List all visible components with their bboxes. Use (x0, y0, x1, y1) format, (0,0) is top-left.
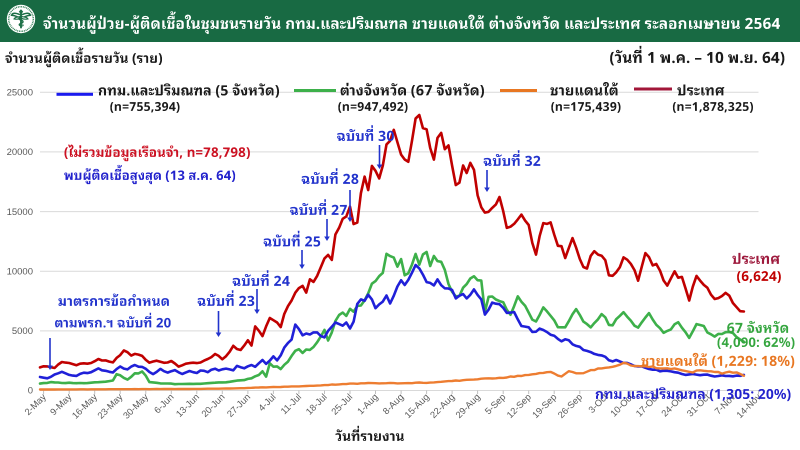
svg-text:10000: 10000 (7, 266, 33, 277)
svg-text:15000: 15000 (7, 207, 33, 218)
svg-text:25000: 25000 (7, 88, 33, 99)
svg-text:5000: 5000 (12, 326, 33, 337)
svg-text:0: 0 (28, 386, 33, 397)
svg-text:20000: 20000 (7, 147, 33, 158)
